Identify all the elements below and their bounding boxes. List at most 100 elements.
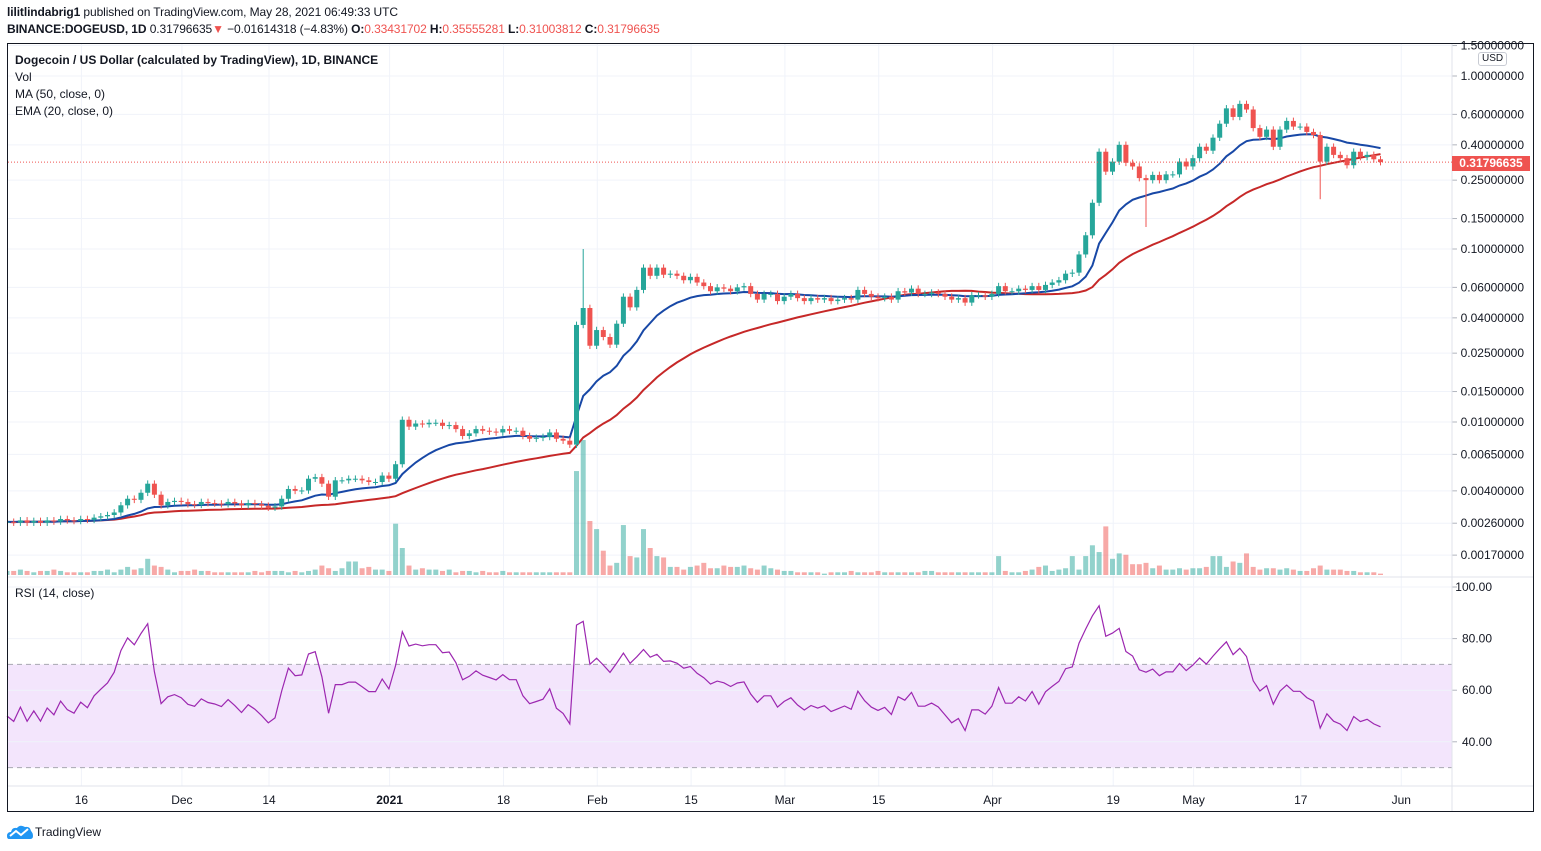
candle-body <box>218 503 224 505</box>
candle-body <box>862 289 868 294</box>
volume-bar <box>111 572 117 575</box>
candle-body <box>1103 151 1109 172</box>
candle-body <box>306 478 311 491</box>
candle-body <box>326 483 332 497</box>
price-tick-label: 0.00400000 <box>1461 484 1525 498</box>
volume-bar <box>788 570 794 575</box>
candle-body <box>440 422 445 426</box>
tradingview-brand: TradingView <box>35 825 102 839</box>
volume-bar <box>8 570 10 575</box>
volume-bar <box>486 572 492 575</box>
candle-body <box>151 483 157 495</box>
candle-body <box>64 518 70 521</box>
candle-body <box>252 503 258 505</box>
volume-bar <box>1230 561 1236 575</box>
volume-bar <box>373 569 378 575</box>
volume-bar <box>339 568 345 575</box>
volume-bar <box>31 572 37 575</box>
candle-body <box>1223 108 1229 124</box>
volume-bar <box>24 570 30 575</box>
volume-bar <box>1069 556 1075 575</box>
volume-bar <box>815 572 821 575</box>
volume-bar <box>989 572 995 575</box>
volume-bar <box>245 572 251 575</box>
volume-bar <box>1150 568 1156 575</box>
volume-bar <box>319 565 325 575</box>
legend-ema[interactable]: EMA (20, close, 0) <box>15 104 114 118</box>
volume-bar <box>828 572 834 575</box>
volume-bar <box>78 572 84 575</box>
candle-body <box>158 494 164 506</box>
volume-bar <box>1210 556 1216 575</box>
volume-bar <box>1244 553 1249 575</box>
legend-volume[interactable]: Vol <box>15 70 32 84</box>
volume-bar <box>627 556 633 575</box>
price-tick-label: 0.01500000 <box>1461 385 1525 399</box>
volume-bar <box>855 572 861 575</box>
volume-bar <box>399 548 405 575</box>
candle-body <box>466 433 472 436</box>
candle-body <box>976 295 981 297</box>
candle-body <box>902 291 908 293</box>
time-tick-label: 2021 <box>376 793 403 807</box>
volume-bar <box>205 570 211 575</box>
legend-ma[interactable]: MA (50, close, 0) <box>15 87 106 101</box>
volume-bar <box>647 548 653 575</box>
volume-bar <box>507 572 512 575</box>
volume-bar <box>701 562 707 575</box>
volume-bar <box>1257 569 1263 575</box>
candle-body <box>1257 128 1263 137</box>
volume-bar <box>915 572 921 575</box>
footer-logo[interactable]: TradingView <box>7 824 101 840</box>
candle-body <box>1143 178 1149 181</box>
volume-bar <box>466 570 472 575</box>
candle-body <box>667 273 673 275</box>
volume-bar <box>587 521 593 575</box>
candle-body <box>1016 288 1022 292</box>
volume-bar <box>1237 562 1243 575</box>
candle-body <box>480 429 486 431</box>
candle-body <box>915 288 921 294</box>
legend-rsi[interactable]: RSI (14, close) <box>15 586 95 600</box>
candle-body <box>386 475 392 479</box>
volume-bar <box>165 569 171 575</box>
high-label: H: <box>429 22 443 36</box>
volume-bar <box>11 570 17 575</box>
volume-bar <box>306 570 311 575</box>
candle-body <box>245 503 251 506</box>
candle-body <box>1371 154 1377 160</box>
candle-body <box>875 296 881 299</box>
candle-body <box>507 429 512 431</box>
candle-body <box>185 501 191 505</box>
volume-bar <box>909 572 914 575</box>
candle-body <box>641 267 646 290</box>
candle-body <box>1197 146 1203 159</box>
volume-bar <box>71 572 77 575</box>
candle-body <box>962 298 968 303</box>
volume-bar <box>607 565 613 575</box>
candle-body <box>1244 103 1249 110</box>
candle-body <box>694 276 700 283</box>
candle-body <box>1049 282 1055 285</box>
candle-body <box>1130 162 1136 167</box>
candle-body <box>600 330 606 337</box>
volume-bar <box>888 572 894 575</box>
candle-body <box>1210 137 1216 151</box>
volume-bar <box>480 570 486 575</box>
volume-bar <box>1317 565 1323 575</box>
price-tick-label: 1.00000000 <box>1461 69 1525 83</box>
volume-bar <box>533 572 539 575</box>
candle-body <box>1304 126 1310 132</box>
candle-body <box>996 286 1002 294</box>
candle-body <box>332 480 338 497</box>
candle-body <box>949 296 955 300</box>
ema-20-line <box>8 133 1381 523</box>
author-name[interactable]: lilitlindabrig1 <box>7 5 81 19</box>
currency-badge[interactable]: USD <box>1478 52 1508 66</box>
volume-bar <box>259 572 265 575</box>
candle-body <box>192 504 198 506</box>
candle-body <box>493 431 499 433</box>
volume-bar <box>1284 568 1290 575</box>
volume-bar <box>754 569 760 575</box>
